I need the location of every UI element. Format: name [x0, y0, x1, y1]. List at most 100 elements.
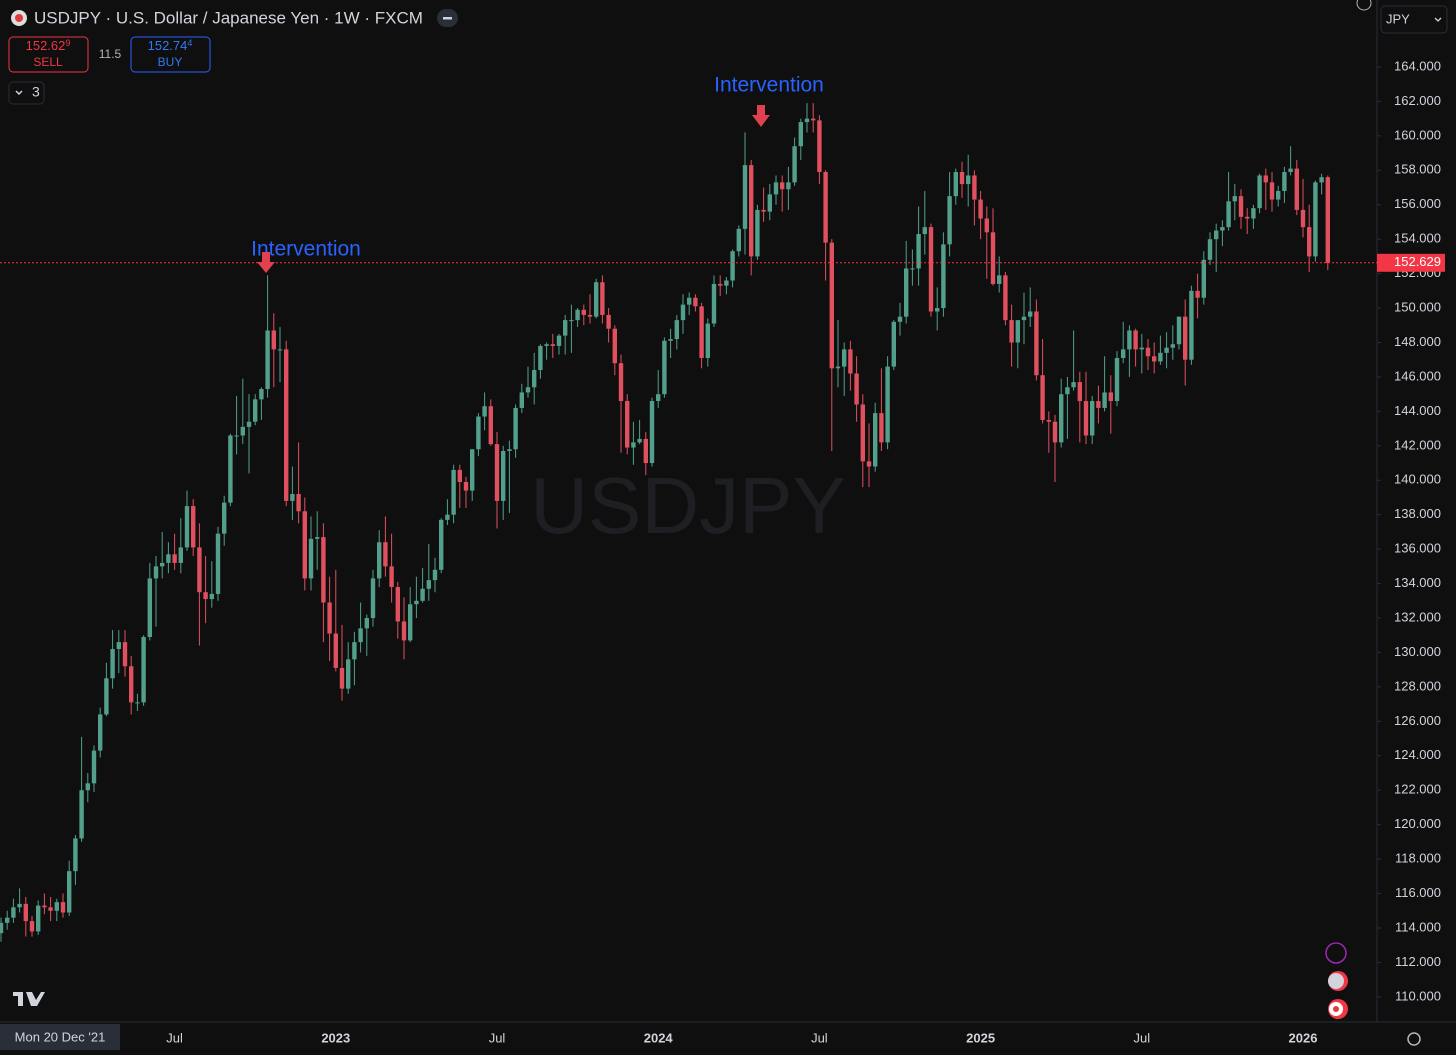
candle-body [1307, 227, 1312, 257]
event-icon[interactable] [1325, 942, 1347, 964]
candle-body [1139, 347, 1144, 350]
candle-body [817, 120, 822, 173]
candle-body [668, 339, 673, 341]
candle-body [346, 659, 351, 689]
candle-body [1226, 201, 1231, 228]
candle-body [835, 366, 841, 369]
candle-body [662, 340, 667, 395]
event-icon-flag [1328, 973, 1344, 989]
y-tick-label: 128.000 [1394, 678, 1441, 693]
collapse-icon [443, 17, 452, 20]
candle-body [494, 444, 500, 501]
candle-body [104, 678, 109, 715]
candle-body [439, 519, 444, 570]
candle-body [470, 449, 475, 491]
candle-body [984, 218, 989, 233]
candle-body [1282, 172, 1287, 191]
logo [13, 992, 45, 1006]
x-tick-label: Jul [489, 1030, 506, 1045]
chart-title: USDJPY · U.S. Dollar / Japanese Yen · 1W… [34, 8, 423, 27]
x-tick-label: 2026 [1289, 1030, 1318, 1045]
candle-body [680, 304, 686, 321]
candle-body [922, 227, 927, 235]
crosshair-date-box [0, 1024, 120, 1050]
candle-body [990, 232, 996, 284]
candle-body [1238, 196, 1244, 217]
settings-button[interactable] [1407, 1032, 1421, 1046]
x-tick-label: 2025 [966, 1030, 995, 1045]
candle-body [730, 251, 735, 281]
candle-body [339, 667, 345, 689]
candle-body [48, 907, 53, 911]
currency: JPY [1386, 11, 1410, 26]
indicators-toggle[interactable] [8, 81, 45, 105]
candle-body [507, 449, 512, 451]
x-tick-label: Jul [166, 1030, 183, 1045]
candle-body [916, 234, 921, 269]
candle-body [327, 602, 332, 634]
candle-body [73, 838, 78, 872]
candle-body [780, 182, 785, 190]
y-tick-label: 110.000 [1395, 988, 1441, 1003]
candle-body [966, 175, 971, 185]
candle-body [153, 566, 159, 579]
sell-price: 152.629 [26, 38, 71, 53]
candle-body [823, 172, 828, 243]
sell-label: SELL [33, 55, 63, 69]
candle-body [197, 547, 202, 593]
candle-body [519, 392, 524, 408]
candle-body [656, 394, 661, 402]
event-icon-dot [1333, 1006, 1339, 1012]
candle-body [1102, 392, 1107, 408]
candle-body [736, 228, 741, 252]
add-button[interactable] [1356, 0, 1372, 11]
candle-body [1152, 356, 1157, 362]
candle-body [1245, 216, 1250, 219]
candle-body [364, 618, 369, 629]
candle-body [1195, 290, 1200, 298]
candle-body [122, 642, 128, 667]
candle-body [203, 592, 208, 600]
candle-body [1300, 209, 1306, 228]
candle-body [600, 282, 605, 315]
candle-body [581, 309, 586, 315]
candle-body [786, 182, 791, 190]
y-tick-label: 140.000 [1394, 472, 1441, 487]
candle-body [321, 537, 326, 603]
candle-body [804, 118, 810, 123]
candle-body [711, 283, 717, 324]
candle-body [457, 469, 462, 482]
y-tick-label: 134.000 [1394, 575, 1441, 590]
last-price-label: 152.629 [1394, 254, 1441, 269]
currency-select[interactable] [1380, 5, 1448, 34]
crosshair-date: Mon 20 Dec '21 [15, 1029, 106, 1044]
candle-body [910, 268, 915, 270]
candle-body [773, 182, 779, 195]
spread: 11.5 [99, 47, 122, 61]
candle-body [501, 450, 506, 501]
candle-body [935, 308, 940, 312]
candle-body [1276, 190, 1281, 200]
candle-body [315, 537, 320, 539]
candle-body [761, 209, 766, 212]
buy-price: 152.744 [148, 38, 193, 53]
candle-body [253, 399, 258, 422]
candle-body [1263, 175, 1268, 183]
candle-body [904, 268, 909, 317]
candle-body [1046, 419, 1051, 422]
candle-body [631, 442, 636, 448]
candle-body [767, 194, 772, 212]
candle-body [1077, 382, 1082, 402]
candle-body [1034, 311, 1039, 376]
y-tick-label: 126.000 [1394, 713, 1441, 728]
candle-body [544, 344, 549, 346]
candle-body [352, 642, 357, 660]
y-tick-label: 146.000 [1394, 368, 1441, 383]
sell-button[interactable] [8, 36, 89, 73]
candle-body [953, 172, 958, 197]
buy-button[interactable] [130, 36, 211, 73]
annotation: Intervention [714, 74, 824, 97]
candle-body [879, 413, 884, 443]
candle-body [1028, 311, 1033, 317]
